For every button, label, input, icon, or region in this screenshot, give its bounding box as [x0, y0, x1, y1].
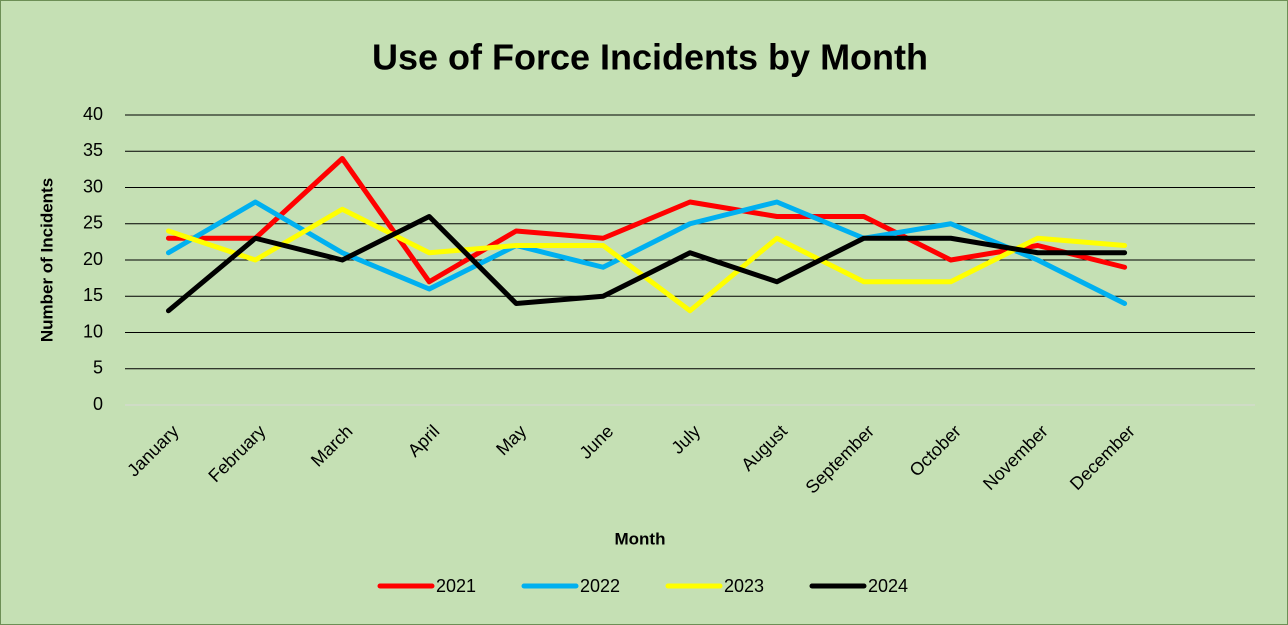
series-line — [165, 214, 1128, 314]
legend-label: 2023 — [724, 576, 764, 596]
y-tick-label: 10 — [83, 321, 103, 341]
y-tick-label: 15 — [83, 285, 103, 305]
y-axis-title: Number of Incidents — [37, 178, 56, 342]
y-tick-label: 35 — [83, 140, 103, 160]
legend-label: 2021 — [436, 576, 476, 596]
y-tick-label: 20 — [83, 249, 103, 269]
series-line — [165, 199, 1128, 306]
chart-title: Use of Force Incidents by Month — [372, 37, 928, 78]
y-tick-label: 25 — [83, 213, 103, 233]
series-line — [165, 156, 1128, 285]
x-axis-title: Month — [615, 529, 666, 548]
y-tick-label: 40 — [83, 104, 103, 124]
series-line — [165, 206, 1128, 314]
y-tick-label: 30 — [83, 176, 103, 196]
y-tick-label: 5 — [93, 358, 103, 378]
legend-label: 2024 — [868, 576, 908, 596]
y-tick-label: 0 — [93, 394, 103, 414]
legend-label: 2022 — [580, 576, 620, 596]
